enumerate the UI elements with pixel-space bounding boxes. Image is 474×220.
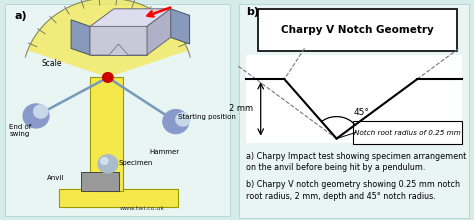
Text: 45°: 45°	[353, 108, 369, 117]
Text: www.twi.co.uk: www.twi.co.uk	[119, 206, 165, 211]
Polygon shape	[71, 20, 90, 55]
Text: a) Charpy Impact test showing specimen arrangement
on the anvil before being hit: a) Charpy Impact test showing specimen a…	[246, 152, 467, 172]
Circle shape	[34, 105, 48, 118]
FancyBboxPatch shape	[246, 55, 462, 143]
FancyBboxPatch shape	[258, 9, 457, 51]
Polygon shape	[147, 9, 171, 55]
Polygon shape	[59, 189, 178, 207]
Text: 2 mm: 2 mm	[229, 104, 254, 113]
Text: a): a)	[14, 11, 27, 21]
Text: Charpy V Notch Geometry: Charpy V Notch Geometry	[282, 25, 434, 35]
Polygon shape	[90, 26, 147, 55]
Polygon shape	[90, 9, 171, 26]
Polygon shape	[27, 0, 188, 77]
Text: Starting position: Starting position	[178, 114, 236, 120]
Text: Specimen: Specimen	[118, 160, 153, 166]
FancyBboxPatch shape	[5, 4, 230, 216]
Polygon shape	[171, 9, 190, 44]
Text: Anvil: Anvil	[46, 175, 64, 181]
Circle shape	[100, 158, 108, 164]
Text: b) Charpy V notch geometry showing 0.25 mm notch
root radius, 2 mm, depth and 45: b) Charpy V notch geometry showing 0.25 …	[246, 180, 460, 201]
Circle shape	[163, 110, 189, 134]
FancyBboxPatch shape	[239, 4, 469, 218]
Polygon shape	[90, 77, 123, 191]
FancyBboxPatch shape	[353, 121, 462, 144]
Circle shape	[98, 155, 118, 173]
Text: Scale: Scale	[42, 59, 63, 68]
Polygon shape	[81, 172, 118, 191]
Text: b): b)	[246, 7, 259, 16]
Circle shape	[102, 73, 113, 82]
Circle shape	[23, 104, 49, 128]
Polygon shape	[90, 26, 147, 55]
Circle shape	[176, 113, 190, 126]
Text: End of
swing: End of swing	[9, 124, 32, 138]
Text: Hammer: Hammer	[149, 149, 180, 155]
Text: Notch root radius of 0.25 mm: Notch root radius of 0.25 mm	[354, 130, 461, 136]
